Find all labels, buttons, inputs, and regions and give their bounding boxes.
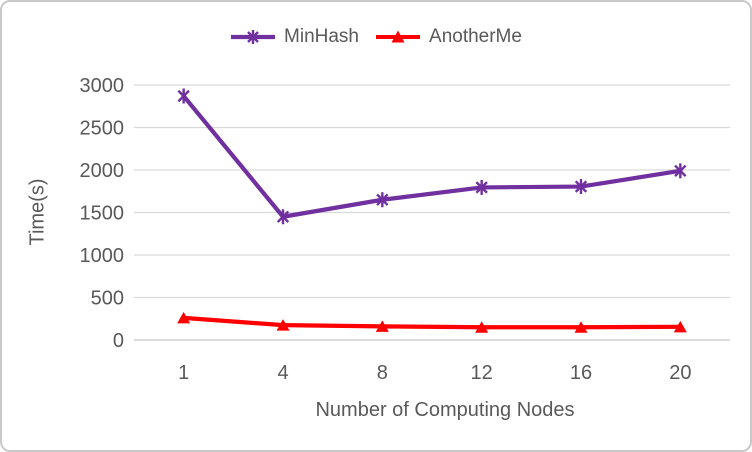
x-tick-label: 20: [669, 362, 691, 384]
x-tick-label: 8: [377, 362, 388, 384]
anotherme-triangle-line-icon: [376, 30, 421, 43]
x-tick-label: 12: [471, 362, 493, 384]
series-line-minhash: [181, 93, 683, 219]
series-line-anotherme: [181, 315, 683, 330]
marker-anotherme: [177, 311, 191, 324]
marker-minhash: [674, 164, 687, 177]
y-axis-title: Time(s): [26, 178, 49, 246]
y-tick-label: 1500: [80, 203, 125, 225]
legend: MinHash AnotherMe: [2, 26, 750, 48]
marker-anotherme: [276, 319, 290, 331]
x-tick-label: 1: [178, 362, 189, 384]
marker-anotherme: [475, 321, 489, 333]
y-tick-label: 0: [113, 330, 124, 352]
y-tick-label: 3000: [80, 75, 125, 97]
marker-minhash: [376, 193, 389, 206]
y-tick-label: 500: [91, 288, 124, 310]
legend-label-anotherme: AnotherMe: [429, 26, 522, 47]
y-tick-label: 1000: [80, 245, 125, 267]
y-tick-label: 2500: [80, 118, 125, 140]
marker-minhash: [276, 210, 290, 223]
x-tick-label: 4: [277, 362, 288, 384]
minhash-asterisk-line-icon: [231, 30, 276, 44]
marker-anotherme: [375, 320, 389, 332]
y-tick-label: 2000: [80, 160, 125, 182]
x-axis-title: Number of Computing Nodes: [315, 399, 575, 421]
x-tick-label: 16: [570, 362, 592, 384]
legend-item-minhash: MinHash: [230, 26, 359, 48]
legend-label-minhash: MinHash: [284, 26, 360, 47]
marker-minhash: [574, 180, 588, 193]
legend-item-anotherme: AnotherMe: [375, 26, 522, 48]
marker-anotherme: [574, 321, 588, 333]
marker-minhash: [475, 181, 488, 194]
marker-anotherme: [673, 320, 687, 333]
marker-minhash: [177, 89, 190, 103]
